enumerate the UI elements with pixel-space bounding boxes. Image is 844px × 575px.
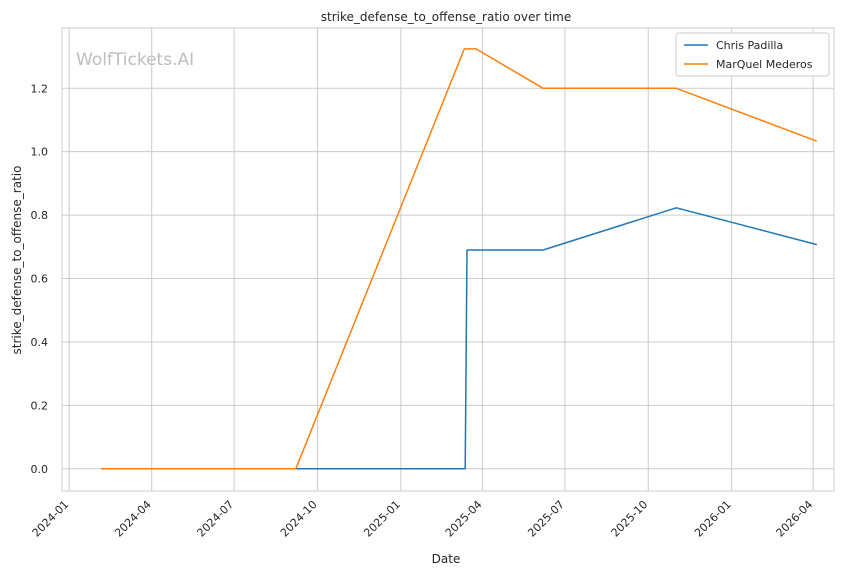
x-tick-label: 2024-04 [112, 498, 154, 540]
legend: Chris Padilla MarQuel Mederos [675, 32, 830, 77]
series-layer [101, 48, 818, 470]
x-tick-label: 2025-10 [609, 498, 651, 540]
y-tick-label: 1.2 [31, 82, 49, 95]
x-tick-label: 2024-10 [278, 498, 320, 540]
x-tick-label: 2025-04 [443, 498, 485, 540]
x-tick-label: 2024-01 [30, 498, 72, 540]
series-line-chris-padilla [173, 207, 817, 470]
x-axis-label: Date [432, 552, 461, 566]
x-tick-labels: 2024-01 2024-04 2024-07 2024-10 2025-01 2025-… [30, 498, 816, 540]
y-tick-label: 1.0 [31, 146, 49, 159]
watermark: WolfTickets.AI [76, 50, 194, 70]
y-tick-label: 0.8 [31, 209, 49, 222]
y-axis-label: strike_defense_to_offense_ratio [10, 166, 24, 355]
legend-label-chris-padilla: Chris Padilla [716, 39, 783, 52]
x-tick-label: 2026-01 [692, 498, 734, 540]
x-tick-label: 2025-07 [525, 498, 567, 540]
legend-label-marquel-mederos: MarQuel Mederos [716, 58, 813, 71]
y-tick-label: 0.4 [31, 336, 49, 349]
y-tick-label: 0.6 [31, 273, 49, 286]
y-tick-label: 0.0 [31, 463, 49, 476]
x-tick-label: 2026-04 [774, 498, 816, 540]
plot-area-frame [61, 27, 835, 492]
series-line-marquel-mederos [101, 48, 818, 470]
x-tick-label: 2025-01 [361, 498, 403, 540]
y-tick-label: 0.2 [31, 399, 49, 412]
y-tick-labels: 0.0 0.2 0.4 0.6 0.8 1.0 1.2 [31, 82, 49, 476]
legend-frame [675, 32, 830, 77]
chart-title: strike_defense_to_offense_ratio over tim… [321, 10, 571, 24]
x-tick-label: 2024-07 [195, 498, 237, 540]
grid [62, 28, 834, 491]
